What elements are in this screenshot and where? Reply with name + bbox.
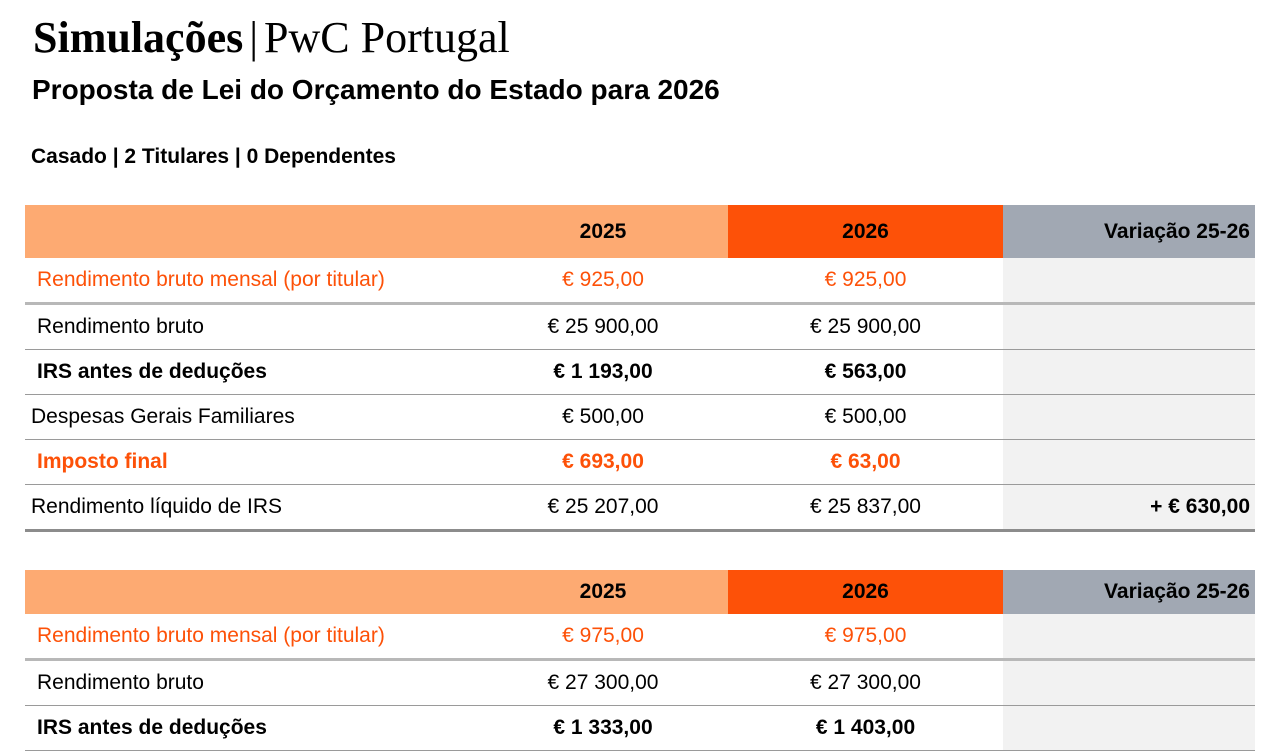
title-bold: Simulações — [33, 13, 244, 62]
value-variation: + € 630,00 — [1003, 484, 1255, 532]
table-row: Despesas Gerais Familiares € 500,00 € 50… — [25, 394, 1255, 440]
page-subtitle: Proposta de Lei do Orçamento do Estado p… — [32, 74, 720, 105]
value-2026: € 25 837,00 — [728, 484, 1003, 532]
header-2025: 2025 — [478, 570, 728, 614]
value-2026: € 563,00 — [728, 349, 1003, 395]
household-profile: Casado | 2 Titulares | 0 Dependentes — [31, 145, 396, 168]
table-row: Rendimento bruto € 25 900,00 € 25 900,00 — [25, 303, 1255, 350]
value-2025: € 25 900,00 — [478, 303, 728, 350]
table-row: Rendimento líquido de IRS € 25 207,00 € … — [25, 484, 1255, 532]
value-2025: € 27 300,00 — [478, 659, 728, 706]
title-brand: PwC Portugal — [264, 13, 510, 62]
table-row: Rendimento bruto mensal (por titular) € … — [25, 614, 1255, 661]
value-2026: € 63,00 — [728, 439, 1003, 485]
value-2026: € 27 300,00 — [728, 659, 1003, 706]
header-variation: Variação 25-26 — [1003, 570, 1255, 614]
row-label: Rendimento líquido de IRS — [25, 484, 478, 532]
header-label — [25, 205, 478, 258]
table-row: IRS antes de deduções € 1 333,00 € 1 403… — [25, 705, 1255, 751]
value-variation — [1003, 394, 1255, 440]
table-row: Rendimento bruto mensal (por titular) € … — [25, 258, 1255, 305]
title-separator: | — [249, 13, 259, 62]
table-row: Imposto final € 693,00 € 63,00 — [25, 439, 1255, 485]
table-row: Rendimento bruto € 27 300,00 € 27 300,00 — [25, 659, 1255, 706]
value-variation — [1003, 303, 1255, 350]
row-label: Despesas Gerais Familiares — [25, 394, 478, 440]
value-variation — [1003, 614, 1255, 661]
header-2025: 2025 — [478, 205, 728, 258]
value-2026: € 500,00 — [728, 394, 1003, 440]
value-2025: € 975,00 — [478, 614, 728, 661]
value-variation — [1003, 349, 1255, 395]
simulation-table-2: 2025 2026 Variação 25-26 Rendimento brut… — [25, 570, 1255, 751]
row-label: IRS antes de deduções — [25, 705, 478, 751]
page-title: Simulações | PwC Portugal — [33, 12, 510, 63]
value-2025: € 1 193,00 — [478, 349, 728, 395]
value-variation — [1003, 659, 1255, 706]
value-2026: € 975,00 — [728, 614, 1003, 661]
value-2025: € 693,00 — [478, 439, 728, 485]
value-variation — [1003, 705, 1255, 751]
value-2025: € 500,00 — [478, 394, 728, 440]
table-header: 2025 2026 Variação 25-26 — [25, 205, 1255, 258]
value-2026: € 925,00 — [728, 258, 1003, 305]
header-2026: 2026 — [728, 570, 1003, 614]
simulation-table-1: 2025 2026 Variação 25-26 Rendimento brut… — [25, 205, 1255, 532]
value-2025: € 925,00 — [478, 258, 728, 305]
row-label: Rendimento bruto — [25, 303, 478, 350]
header-variation: Variação 25-26 — [1003, 205, 1255, 258]
value-2026: € 25 900,00 — [728, 303, 1003, 350]
row-label: Rendimento bruto mensal (por titular) — [25, 258, 478, 305]
row-label: IRS antes de deduções — [25, 349, 478, 395]
header-2026: 2026 — [728, 205, 1003, 258]
row-label: Rendimento bruto mensal (por titular) — [25, 614, 478, 661]
value-2026: € 1 403,00 — [728, 705, 1003, 751]
value-2025: € 25 207,00 — [478, 484, 728, 532]
value-variation — [1003, 439, 1255, 485]
value-variation — [1003, 258, 1255, 305]
header-label — [25, 570, 478, 614]
value-2025: € 1 333,00 — [478, 705, 728, 751]
row-label: Rendimento bruto — [25, 659, 478, 706]
row-label: Imposto final — [25, 439, 478, 485]
table-header: 2025 2026 Variação 25-26 — [25, 570, 1255, 614]
table-row: IRS antes de deduções € 1 193,00 € 563,0… — [25, 349, 1255, 395]
